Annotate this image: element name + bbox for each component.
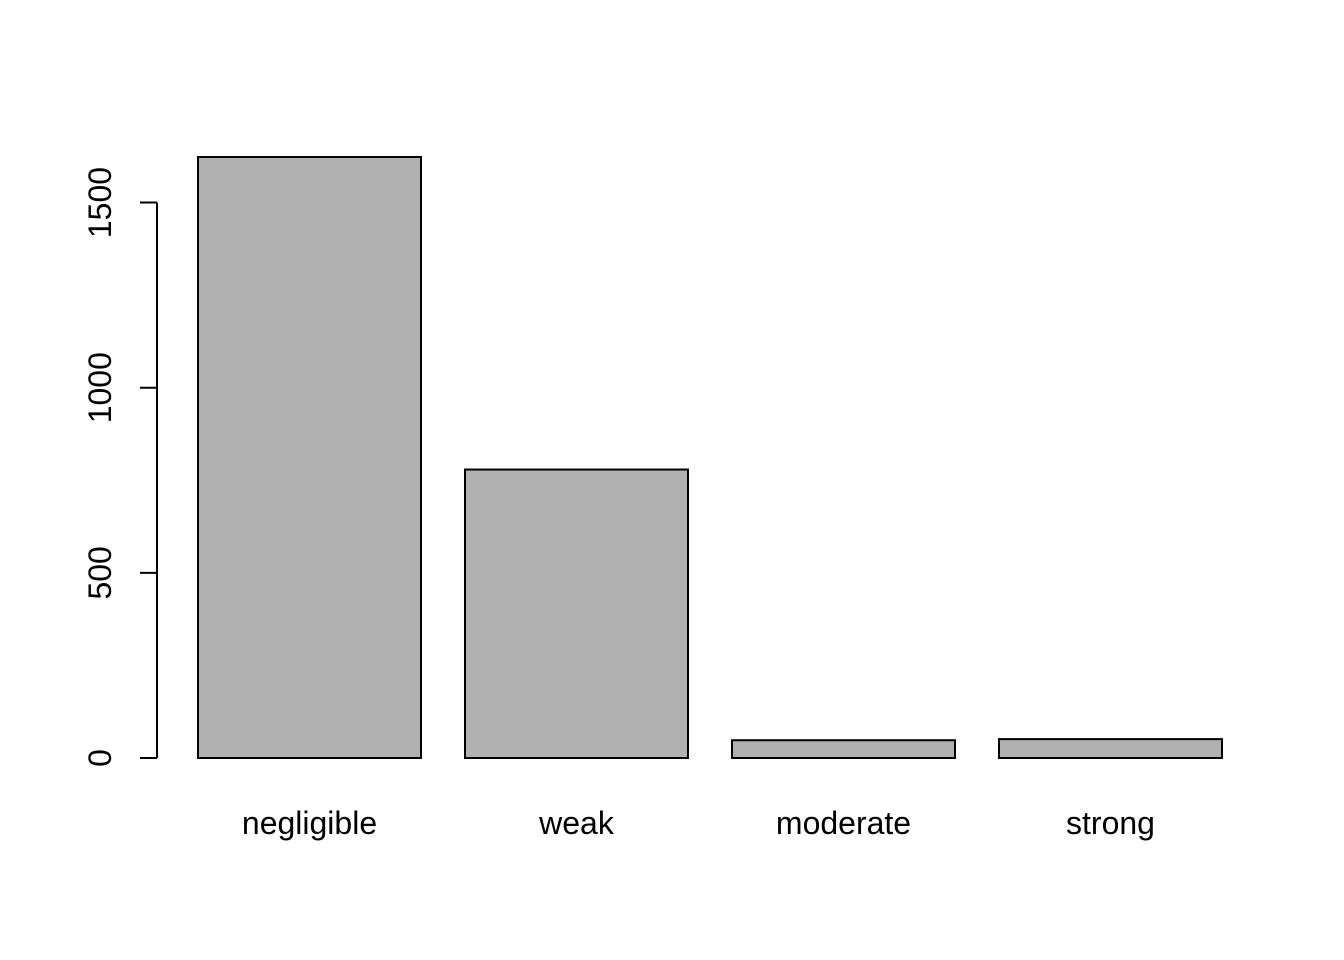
y-axis: 0 500 1000 1500 [82, 167, 158, 767]
bar-weak [464, 468, 689, 759]
y-tick-label: 0 [82, 749, 118, 767]
bar-moderate [731, 739, 956, 760]
category-label-strong: strong [1066, 805, 1155, 841]
bar-strong [998, 738, 1223, 760]
category-label-moderate: moderate [776, 805, 911, 841]
y-tick-label: 500 [82, 546, 118, 599]
y-tick-label: 1500 [82, 167, 118, 238]
y-tick-label: 1000 [82, 352, 118, 423]
category-label-weak: weak [538, 805, 615, 841]
category-label-negligible: negligible [242, 805, 377, 841]
bars-group [197, 156, 1223, 760]
x-axis-category-labels: negligible weak moderate strong [242, 805, 1155, 841]
bar-negligible [197, 156, 422, 759]
